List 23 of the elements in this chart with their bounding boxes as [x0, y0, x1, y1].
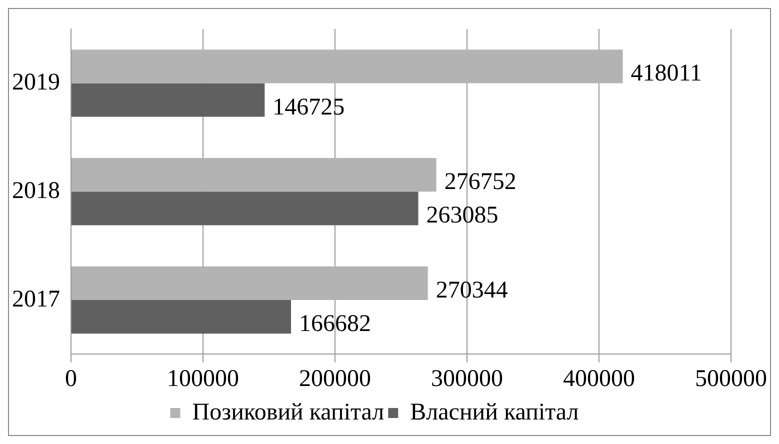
data-label: 270344	[436, 277, 508, 304]
x-tick-label: 300000	[431, 366, 503, 392]
y-tick-label: 2019	[12, 69, 60, 96]
x-tick-label: 400000	[563, 366, 635, 392]
data-label: 263085	[426, 202, 498, 229]
x-tick-label: 200000	[299, 366, 371, 392]
bar	[72, 50, 623, 84]
legend-label: Позиковий капітал	[192, 399, 384, 426]
bar	[72, 266, 428, 300]
data-label: 166682	[299, 311, 372, 338]
bar	[72, 300, 292, 334]
data-label: 276752	[444, 169, 516, 196]
x-tick-label: 100000	[167, 366, 239, 392]
data-label: 418011	[630, 60, 702, 87]
bar	[72, 158, 436, 192]
y-tick-label: 2018	[12, 178, 60, 204]
legend-label: Власний капітал	[410, 399, 579, 426]
bar	[72, 192, 418, 226]
bar	[72, 83, 265, 117]
data-label: 146725	[272, 94, 345, 120]
x-tick-label: 500000	[695, 366, 767, 392]
x-tick-label: 0	[65, 366, 77, 392]
y-tick-label: 2017	[12, 286, 60, 312]
